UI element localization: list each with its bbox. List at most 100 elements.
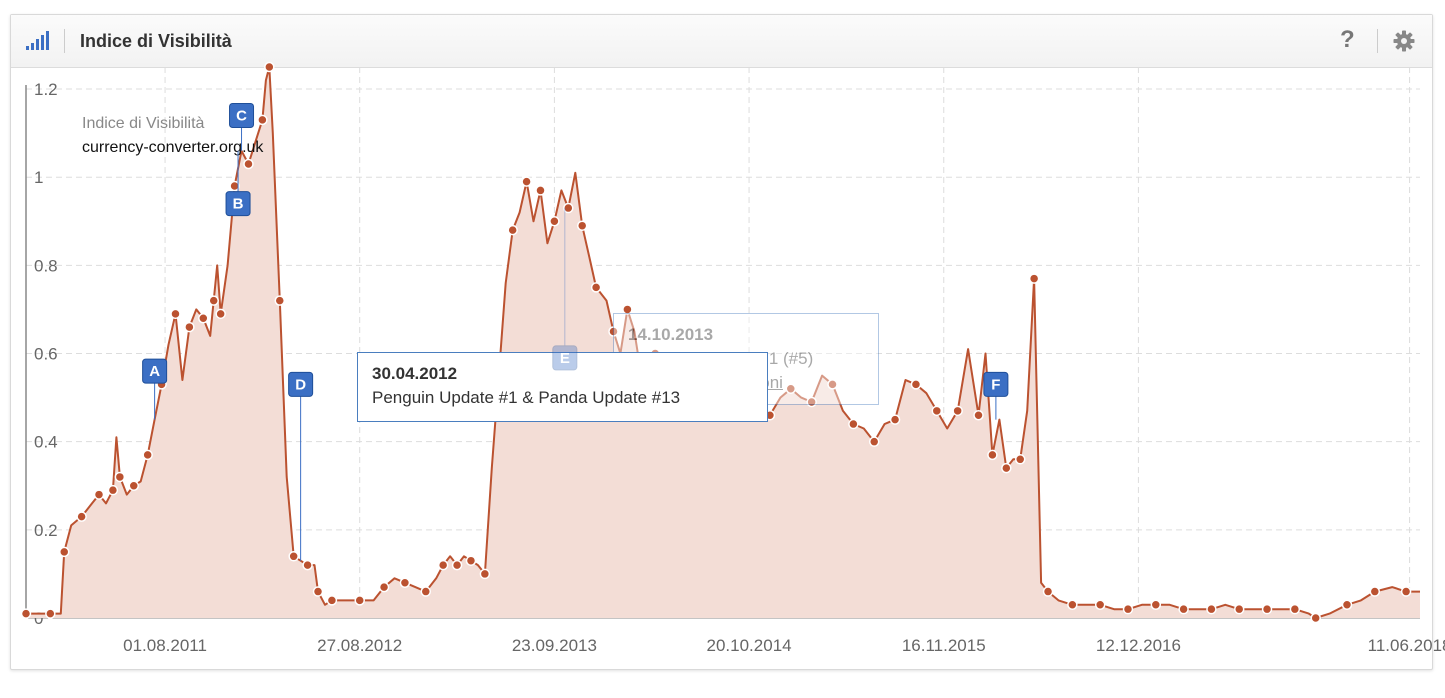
- event-marker-f[interactable]: F: [983, 371, 1009, 420]
- data-point: [58, 546, 70, 558]
- data-point: [910, 379, 922, 390]
- series-area: [26, 66, 1420, 619]
- event-flag-label: C: [236, 107, 247, 124]
- data-point: [973, 409, 984, 421]
- event-marker-d[interactable]: D: [288, 371, 314, 561]
- data-point: [76, 511, 87, 522]
- event-flag-label: D: [295, 376, 306, 393]
- event-flag: [229, 102, 255, 128]
- data-point: [114, 471, 126, 483]
- series-line: [26, 66, 1420, 619]
- y-tick-label: 0.2: [34, 521, 58, 540]
- data-point: [274, 295, 286, 306]
- legend-metric: Indice di Visibilità: [82, 115, 205, 132]
- data-point: [229, 180, 240, 192]
- data-point: [326, 595, 338, 606]
- data-point: [198, 313, 209, 324]
- y-tick-label: 0.6: [34, 345, 58, 364]
- y-axis-labels: 0 0.2 0.4 0.6 0.8 1 1.2: [34, 80, 58, 628]
- data-point: [107, 484, 119, 496]
- help-icon[interactable]: ?: [1340, 26, 1355, 53]
- data-point: [507, 224, 518, 236]
- y-tick-label: 1.2: [34, 80, 58, 99]
- data-point: [1289, 603, 1301, 615]
- x-tick-label: 23.09.2013: [512, 636, 597, 655]
- y-tick-label: 0: [34, 609, 43, 628]
- data-point: [931, 405, 943, 417]
- data-point: [208, 295, 219, 306]
- widget-title: Indice di Visibilità: [80, 31, 232, 51]
- data-point: [354, 595, 365, 606]
- data-point: [1178, 603, 1189, 615]
- header-separator-right: [1377, 29, 1378, 53]
- data-point: [590, 282, 602, 293]
- data-point: [1042, 586, 1054, 597]
- data-point: [128, 480, 140, 492]
- data-point: [437, 559, 449, 571]
- y-tick-label: 0.4: [34, 433, 58, 452]
- tooltip-date: 30.04.2012: [372, 364, 458, 383]
- gear-icon[interactable]: [1393, 30, 1415, 52]
- data-point: [93, 489, 105, 500]
- data-point: [1341, 599, 1353, 611]
- data-point: [1094, 599, 1106, 611]
- data-point: [549, 216, 560, 227]
- x-tick-label: 20.10.2014: [707, 636, 792, 655]
- x-tick-label: 11.06.2018: [1368, 636, 1445, 655]
- data-point: [465, 555, 477, 566]
- data-point: [378, 581, 390, 593]
- data-point: [1400, 586, 1412, 597]
- data-point: [142, 449, 153, 461]
- x-axis-labels: 01.08.2011 27.08.2012 23.09.2013 20.10.2014…: [123, 636, 1445, 655]
- chart-legend: Indice di Visibilità currency-converter.…: [82, 115, 264, 156]
- data-point: [521, 176, 532, 187]
- data-point: [1014, 454, 1026, 465]
- event-flag: [225, 191, 251, 217]
- data-point: [622, 304, 633, 315]
- data-point: [1233, 603, 1245, 615]
- data-point: [868, 436, 880, 447]
- data-point: [215, 308, 226, 320]
- data-point: [243, 158, 254, 170]
- event-markers: A B C D F: [142, 102, 1009, 561]
- series-fill: [26, 67, 1420, 618]
- data-point: [479, 568, 491, 580]
- data-point: [1206, 603, 1217, 615]
- y-tick-label: 1: [34, 168, 43, 187]
- event-marker-a[interactable]: A: [142, 358, 168, 420]
- event-flag: [983, 371, 1009, 397]
- tooltip-date: 14.10.2013: [628, 325, 714, 344]
- data-point: [806, 396, 817, 408]
- tooltip-text: Penguin Update #1 & Panda Update #13: [372, 388, 681, 407]
- data-point: [1067, 599, 1078, 611]
- data-point: [535, 185, 546, 196]
- data-point: [1028, 273, 1040, 284]
- data-point: [785, 383, 797, 395]
- x-tick-label: 01.08.2011: [123, 636, 207, 655]
- data-point: [1150, 599, 1162, 611]
- event-marker-c[interactable]: C: [229, 102, 255, 151]
- event-marker-b[interactable]: B: [225, 150, 251, 217]
- data-point: [1001, 462, 1012, 474]
- data-point: [952, 405, 963, 417]
- data-point: [399, 577, 411, 588]
- data-point: [45, 608, 56, 619]
- y-tick-label: 0.8: [34, 256, 58, 275]
- data-point: [184, 321, 195, 333]
- data-point: [420, 586, 432, 597]
- event-flag-label: B: [233, 196, 244, 213]
- tooltip-penguin-1: 30.04.2012 Penguin Update #1 & Panda Upd…: [357, 352, 768, 422]
- data-point: [608, 326, 619, 337]
- data-point: [451, 559, 463, 571]
- data-point: [264, 61, 275, 73]
- event-flag-label: A: [149, 363, 160, 380]
- event-flag-label: F: [991, 376, 1000, 393]
- x-tick-label: 27.08.2012: [317, 636, 402, 655]
- x-tick-label: 16.11.2015: [902, 636, 986, 655]
- data-point: [302, 559, 313, 571]
- data-point: [20, 608, 32, 619]
- data-point: [312, 586, 324, 597]
- data-point: [1310, 612, 1321, 624]
- data-point: [848, 418, 859, 430]
